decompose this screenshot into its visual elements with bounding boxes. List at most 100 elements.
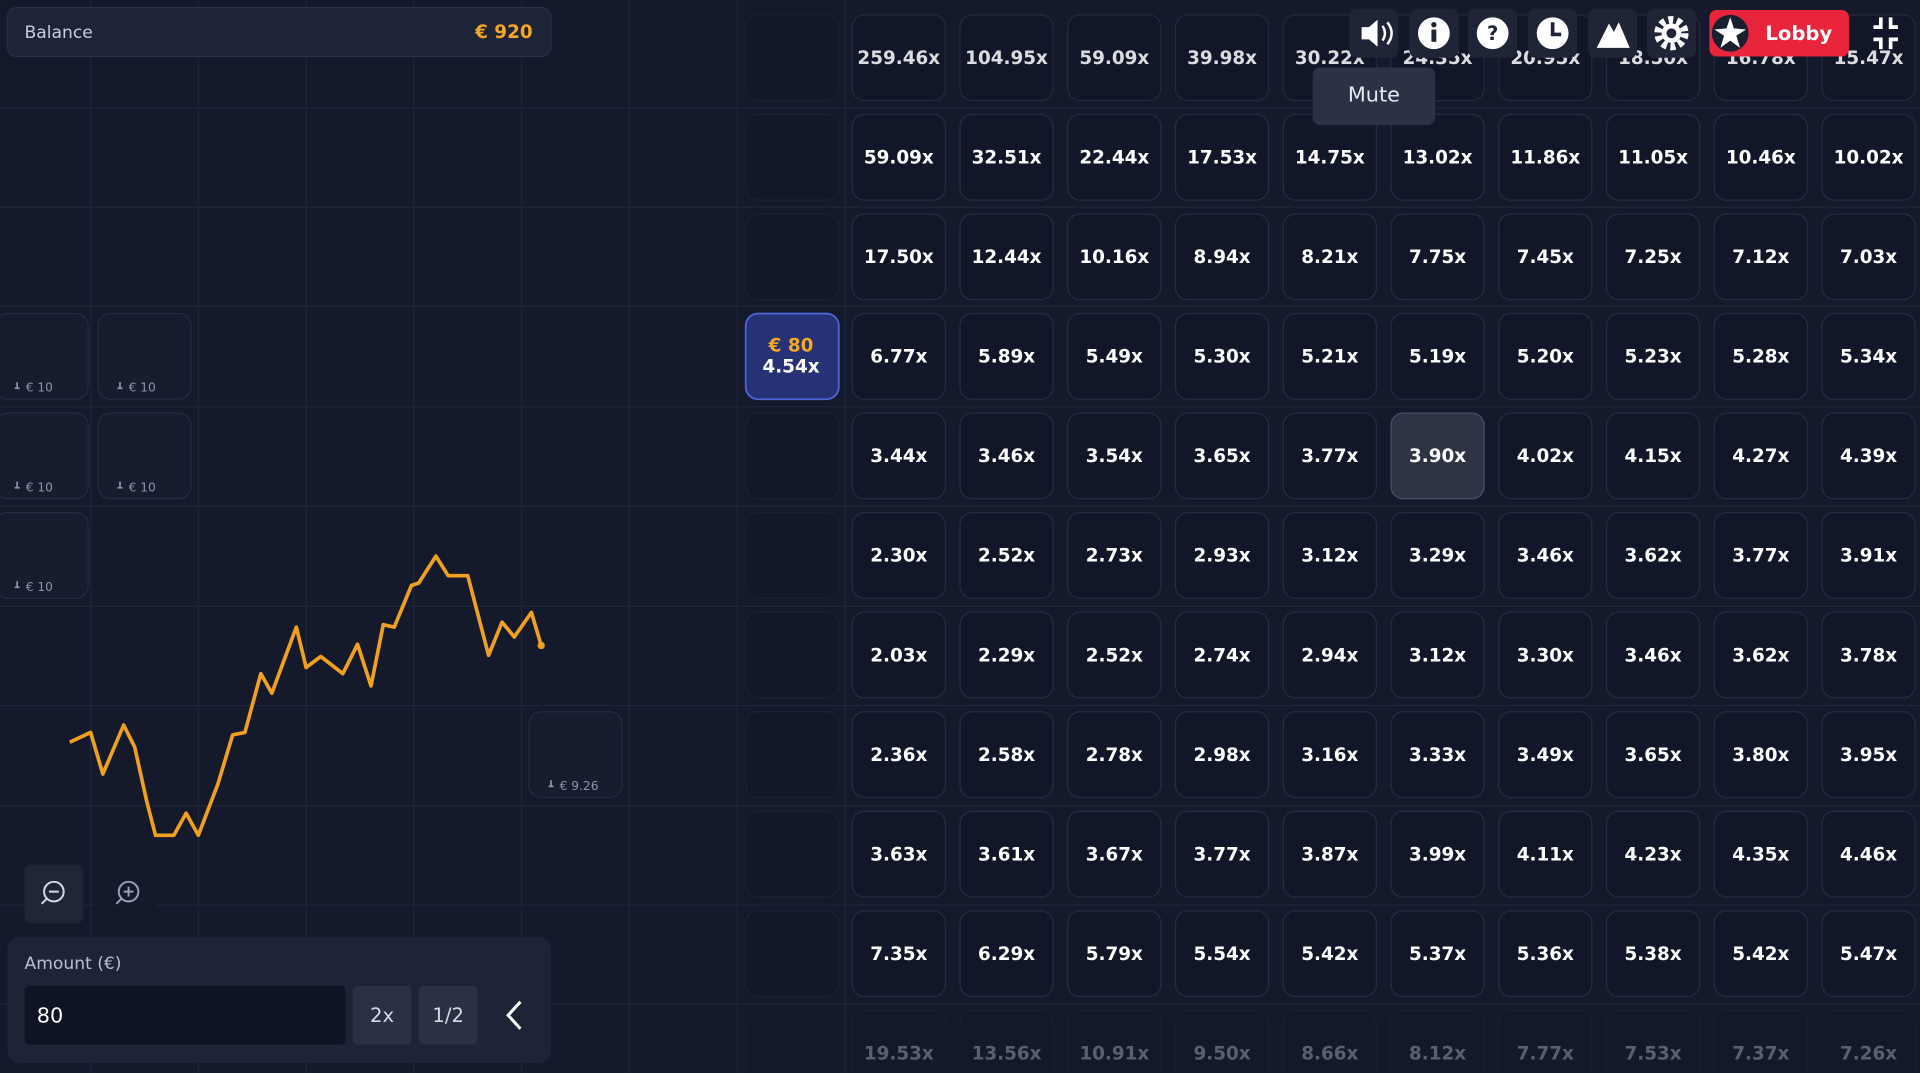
multiplier-text[interactable]: 3.63x <box>870 844 927 865</box>
multiplier-cell[interactable] <box>1821 910 1916 998</box>
multiplier-cell[interactable] <box>1174 711 1270 799</box>
multiplier-text[interactable]: 3.65x <box>1193 446 1250 467</box>
multiplier-cell[interactable] <box>1605 1009 1701 1073</box>
multiplier-cell[interactable] <box>1713 113 1808 201</box>
multiplier-text[interactable]: 13.56x <box>972 1043 1042 1064</box>
multiplier-text[interactable]: 3.33x <box>1409 745 1466 766</box>
multiplier-cell[interactable] <box>1390 213 1485 301</box>
multiplier-cell[interactable] <box>1713 810 1808 898</box>
multiplier-text[interactable]: 3.29x <box>1409 546 1466 567</box>
half-button[interactable] <box>418 985 478 1045</box>
multiplier-text[interactable]: 4.02x <box>1517 446 1574 467</box>
multiplier-cell[interactable] <box>1390 910 1485 998</box>
multiplier-cell[interactable] <box>1713 412 1808 500</box>
multiplier-text[interactable]: 5.49x <box>1086 347 1143 368</box>
multiplier-cell[interactable] <box>1282 213 1377 301</box>
multiplier-cell[interactable] <box>1390 312 1485 400</box>
half-label[interactable]: 1/2 <box>432 1004 464 1027</box>
multiplier-text[interactable]: 5.28x <box>1732 347 1789 368</box>
multiplier-cell[interactable] <box>1605 213 1701 301</box>
multiplier-text[interactable]: 3.54x <box>1086 446 1143 467</box>
multiplier-cell[interactable] <box>1605 611 1701 699</box>
multiplier-text[interactable]: 5.42x <box>1301 944 1358 965</box>
multiplier-cell[interactable] <box>1498 611 1593 699</box>
multiplier-text[interactable]: 59.09x <box>864 148 934 169</box>
multiplier-cell[interactable] <box>1821 113 1916 201</box>
multiplier-cell[interactable] <box>1067 910 1162 998</box>
multiplier-text[interactable]: 4.39x <box>1840 446 1897 467</box>
multiplier-text[interactable]: 3.65x <box>1624 745 1681 766</box>
history-button[interactable] <box>1528 8 1578 58</box>
multiplier-text[interactable]: 2.94x <box>1301 645 1358 666</box>
multiplier-text[interactable]: 39.98x <box>1187 48 1257 69</box>
multiplier-text[interactable]: 8.12x <box>1409 1043 1466 1064</box>
multiplier-cell[interactable] <box>1067 213 1162 301</box>
multiplier-cell[interactable] <box>1282 512 1377 599</box>
multiplier-text[interactable]: 8.66x <box>1301 1043 1358 1064</box>
multiplier-text[interactable]: 3.95x <box>1840 745 1897 766</box>
double-label[interactable]: 2x <box>370 1004 394 1027</box>
multiplier-text[interactable]: 3.62x <box>1732 645 1789 666</box>
multiplier-text[interactable]: 3.44x <box>870 446 927 467</box>
multiplier-text[interactable]: 3.77x <box>1193 844 1250 865</box>
multiplier-cell[interactable] <box>1821 1009 1916 1073</box>
multiplier-text[interactable]: 5.54x <box>1193 944 1250 965</box>
multiplier-cell[interactable] <box>1605 412 1701 500</box>
fullscreen-button[interactable] <box>1873 17 1898 50</box>
multiplier-cell[interactable] <box>1498 711 1593 799</box>
multiplier-cell[interactable] <box>1605 711 1701 799</box>
multiplier-cell[interactable] <box>1390 1009 1485 1073</box>
lobby-button[interactable]: Lobby <box>1709 9 1849 57</box>
multiplier-cell[interactable] <box>1174 910 1270 998</box>
multiplier-cell[interactable] <box>1390 512 1485 599</box>
multiplier-text[interactable]: 3.12x <box>1301 546 1358 567</box>
multiplier-cell[interactable] <box>1713 512 1808 599</box>
multiplier-text[interactable]: 4.15x <box>1624 446 1681 467</box>
multiplier-text[interactable]: 2.78x <box>1086 745 1143 766</box>
multiplier-cell[interactable] <box>959 14 1054 102</box>
multiplier-cell[interactable] <box>959 810 1054 898</box>
multiplier-text[interactable]: 3.78x <box>1840 645 1897 666</box>
multiplier-cell[interactable] <box>1174 512 1270 599</box>
multiplier-cell[interactable] <box>1821 213 1916 301</box>
multiplier-cell[interactable] <box>1067 412 1162 500</box>
multiplier-cell[interactable] <box>1605 910 1701 998</box>
multiplier-cell[interactable] <box>1390 611 1485 699</box>
multiplier-text[interactable]: 11.86x <box>1510 148 1580 169</box>
multiplier-text[interactable]: 7.12x <box>1732 247 1789 268</box>
multiplier-text[interactable]: 3.99x <box>1409 844 1466 865</box>
multiplier-cell[interactable] <box>1713 312 1808 400</box>
multiplier-text[interactable]: 3.46x <box>1624 645 1681 666</box>
zoom-in-button[interactable] <box>97 864 157 924</box>
multiplier-text[interactable]: 3.12x <box>1409 645 1466 666</box>
multiplier-cell[interactable] <box>1282 910 1377 998</box>
multiplier-cell[interactable] <box>851 810 946 898</box>
multiplier-text[interactable]: 7.77x <box>1517 1043 1574 1064</box>
multiplier-text[interactable]: 5.89x <box>978 347 1035 368</box>
multiplier-cell[interactable] <box>959 611 1054 699</box>
multiplier-text[interactable]: 15.47x <box>1834 48 1904 69</box>
multiplier-cell[interactable] <box>1390 113 1485 201</box>
multiplier-cell[interactable] <box>1713 711 1808 799</box>
multiplier-cell[interactable] <box>851 711 946 799</box>
multiplier-cell[interactable] <box>1390 412 1485 500</box>
multiplier-text[interactable]: 10.91x <box>1079 1043 1149 1064</box>
multiplier-text[interactable]: 10.46x <box>1726 148 1796 169</box>
multiplier-text[interactable]: 3.77x <box>1732 546 1789 567</box>
multiplier-cell[interactable] <box>1821 512 1916 599</box>
multiplier-text[interactable]: 5.34x <box>1840 347 1897 368</box>
multiplier-cell[interactable] <box>851 213 946 301</box>
multiplier-text[interactable]: 4.11x <box>1517 844 1574 865</box>
multiplier-text[interactable]: 3.67x <box>1086 844 1143 865</box>
multiplier-cell[interactable] <box>1713 611 1808 699</box>
multiplier-text[interactable]: 3.46x <box>1517 546 1574 567</box>
collapse-button[interactable] <box>506 1000 522 1030</box>
multiplier-text[interactable]: 11.05x <box>1618 148 1688 169</box>
multiplier-text[interactable]: 7.75x <box>1409 247 1466 268</box>
multiplier-text[interactable]: 3.62x <box>1624 546 1681 567</box>
multiplier-text[interactable]: 2.98x <box>1193 745 1250 766</box>
multiplier-cell[interactable] <box>1498 113 1593 201</box>
multiplier-cell[interactable] <box>959 1009 1054 1073</box>
multiplier-cell[interactable] <box>1498 512 1593 599</box>
multiplier-cell[interactable] <box>1498 910 1593 998</box>
